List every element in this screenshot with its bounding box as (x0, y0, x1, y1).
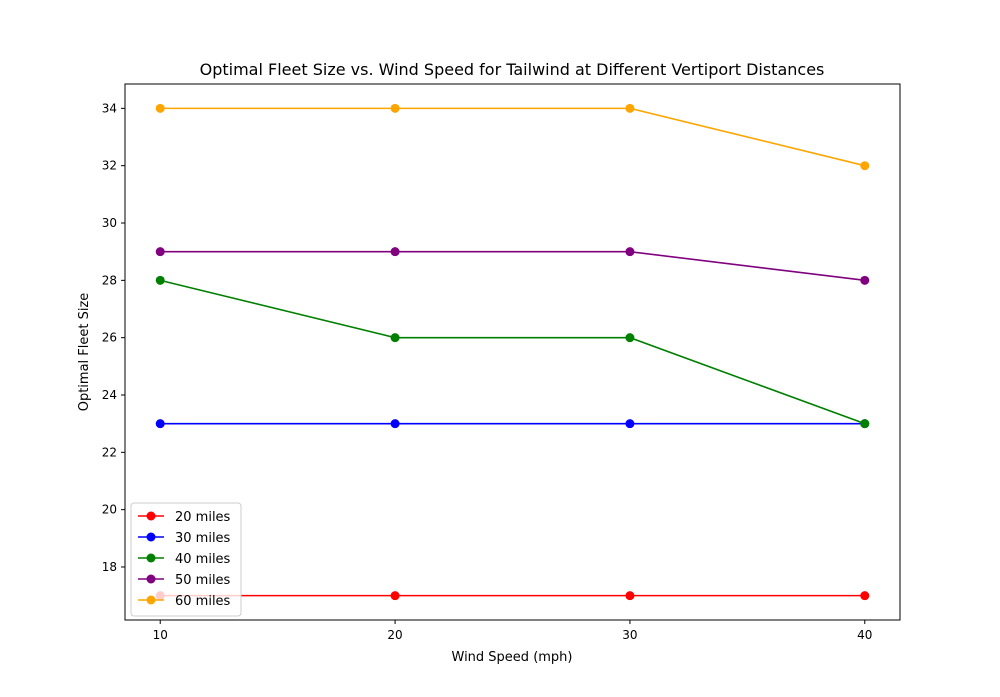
y-tick-label: 30 (102, 216, 117, 230)
y-tick-label: 26 (102, 331, 117, 345)
chart-title: Optimal Fleet Size vs. Wind Speed for Ta… (200, 60, 825, 79)
legend: 20 miles 30 miles 40 miles 50 miles 60 miles (130, 502, 242, 617)
data-point (390, 419, 400, 429)
series-line (160, 107, 865, 167)
series-50-miles (155, 247, 870, 285)
series-layer (155, 103, 870, 601)
legend-marker (146, 532, 156, 542)
data-point (390, 591, 400, 601)
data-point (860, 419, 870, 429)
data-point (860, 161, 870, 171)
plot-area (124, 83, 901, 621)
data-point (625, 591, 635, 601)
x-axis: 10 20 30 40 (153, 620, 872, 642)
legend-label: 20 miles (175, 510, 231, 525)
legend-item: 40 miles (138, 552, 231, 567)
y-tick-label: 34 (102, 101, 117, 115)
series-60-miles (155, 103, 870, 171)
y-tick-label: 32 (102, 159, 117, 173)
x-axis-label: Wind Speed (mph) (452, 650, 573, 665)
legend-item: 60 miles (138, 594, 231, 609)
legend-marker (146, 511, 156, 521)
x-tick-label: 10 (153, 628, 168, 642)
series-line (160, 250, 865, 282)
legend-item: 20 miles (138, 510, 231, 525)
data-point (625, 419, 635, 429)
legend-item: 30 miles (138, 531, 231, 546)
series-40-miles (155, 275, 870, 429)
legend-frame (130, 502, 242, 617)
x-tick-label: 30 (622, 628, 637, 642)
data-point (625, 333, 635, 343)
data-point (155, 247, 165, 257)
legend-label: 50 miles (175, 573, 231, 588)
x-tick-label: 40 (857, 628, 872, 642)
data-point (860, 275, 870, 285)
y-tick-label: 28 (102, 273, 117, 287)
data-point (155, 103, 165, 113)
series-20-miles (155, 591, 870, 601)
y-tick-label: 22 (102, 445, 117, 459)
y-tick-label: 24 (102, 388, 117, 402)
y-axis: 18 20 22 24 26 28 30 32 34 (102, 101, 125, 574)
y-tick-label: 20 (102, 503, 117, 517)
data-point (155, 275, 165, 285)
y-tick-label: 18 (102, 560, 117, 574)
data-point (390, 103, 400, 113)
series-line (160, 279, 866, 425)
legend-label: 40 miles (175, 552, 231, 567)
legend-label: 60 miles (175, 594, 231, 609)
legend-marker (146, 595, 156, 605)
data-point (155, 419, 165, 429)
legend-item: 50 miles (138, 573, 231, 588)
data-point (625, 103, 635, 113)
y-axis-label: Optimal Fleet Size (77, 293, 92, 412)
legend-marker (146, 574, 156, 584)
legend-marker (146, 553, 156, 563)
data-point (860, 591, 870, 601)
data-point (625, 247, 635, 257)
data-point (390, 247, 400, 257)
x-tick-label: 20 (387, 628, 402, 642)
series-30-miles (155, 419, 870, 429)
legend-label: 30 miles (175, 531, 231, 546)
data-point (390, 333, 400, 343)
